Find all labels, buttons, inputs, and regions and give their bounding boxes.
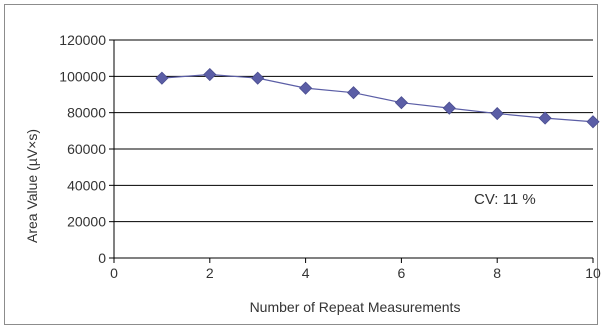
x-tick-label: 2 — [206, 265, 214, 281]
x-tick-label: 6 — [398, 265, 406, 281]
x-tick-label: 0 — [110, 265, 118, 281]
x-axis-title: Number of Repeat Measurements — [250, 299, 461, 315]
y-tick-label: 40000 — [67, 177, 106, 193]
cv-annotation: CV: 11 % — [474, 191, 536, 208]
data-point-marker — [586, 115, 600, 129]
data-point-marker — [251, 71, 265, 85]
data-point-marker — [490, 107, 504, 121]
y-tick-label: 60000 — [67, 141, 106, 157]
y-axis-title: Area Value (µV×s) — [24, 129, 40, 243]
y-tick-labels: 0 20000 40000 60000 80000 100000 120000 — [59, 32, 106, 266]
data-point-marker — [346, 86, 361, 100]
x-tick-label: 10 — [585, 265, 601, 281]
data-point-marker — [538, 111, 552, 125]
data-point-marker — [155, 71, 169, 85]
x-tick-label: 4 — [302, 265, 310, 281]
data-point-marker — [442, 101, 456, 115]
data-point-marker — [394, 96, 408, 110]
data-point-marker — [299, 81, 313, 95]
y-tick-label: 0 — [98, 250, 106, 266]
y-tick-label: 80000 — [67, 105, 106, 121]
chart-frame — [4, 4, 598, 325]
data-points — [155, 67, 600, 129]
y-tick-label: 120000 — [59, 32, 106, 48]
x-tick-labels: 0 2 4 6 8 10 — [110, 265, 601, 281]
y-tick-label: 100000 — [59, 68, 106, 84]
axes — [109, 39, 594, 263]
data-point-marker — [203, 67, 217, 82]
x-tick-label: 8 — [493, 265, 501, 281]
gridlines — [114, 39, 593, 223]
series-line — [161, 73, 594, 123]
y-tick-label: 20000 — [67, 214, 106, 230]
